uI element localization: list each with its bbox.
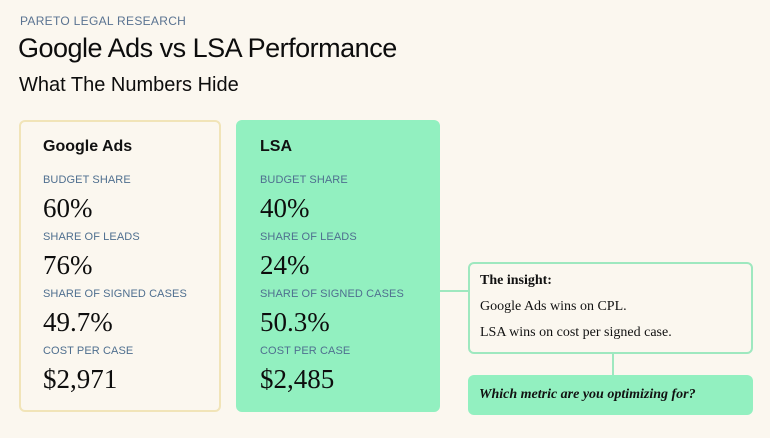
- page-title: Google Ads vs LSA Performance: [18, 33, 397, 63]
- metric-value: 49.7%: [43, 307, 113, 337]
- metric-value: 60%: [43, 193, 93, 223]
- metric-label: COST PER CASE: [260, 345, 351, 357]
- insight-line: LSA wins on cost per signed case.: [480, 325, 672, 340]
- metric-value: $2,485: [260, 364, 335, 394]
- metric-value: 24%: [260, 250, 310, 280]
- google-ads-card: Google Ads BUDGET SHARE 60% SHARE OF LEA…: [19, 120, 221, 412]
- metric-label: BUDGET SHARE: [43, 174, 131, 186]
- page-subtitle: What The Numbers Hide: [19, 74, 239, 96]
- metric-value: 76%: [43, 250, 93, 280]
- metric-label: SHARE OF LEADS: [43, 231, 140, 243]
- metric-value: 50.3%: [260, 307, 330, 337]
- lsa-card: LSA BUDGET SHARE 40% SHARE OF LEADS 24% …: [236, 120, 440, 412]
- metric-label: COST PER CASE: [43, 345, 134, 357]
- metric-value: 40%: [260, 193, 310, 223]
- metric-label: SHARE OF SIGNED CASES: [43, 288, 187, 300]
- connector-line: [440, 290, 468, 292]
- metric-label: SHARE OF LEADS: [260, 231, 357, 243]
- card-title: LSA: [260, 138, 292, 155]
- eyebrow-label: PARETO LEGAL RESEARCH: [20, 14, 187, 28]
- insight-line: Google Ads wins on CPL.: [480, 299, 627, 314]
- metric-value: $2,971: [43, 364, 118, 394]
- metric-label: SHARE OF SIGNED CASES: [260, 288, 404, 300]
- metric-label: BUDGET SHARE: [260, 174, 348, 186]
- card-title: Google Ads: [43, 138, 133, 155]
- insight-title: The insight:: [480, 273, 552, 288]
- connector-line: [612, 354, 614, 375]
- insight-box: The insight: Google Ads wins on CPL. LSA…: [468, 262, 753, 354]
- question-box: Which metric are you optimizing for?: [468, 375, 753, 415]
